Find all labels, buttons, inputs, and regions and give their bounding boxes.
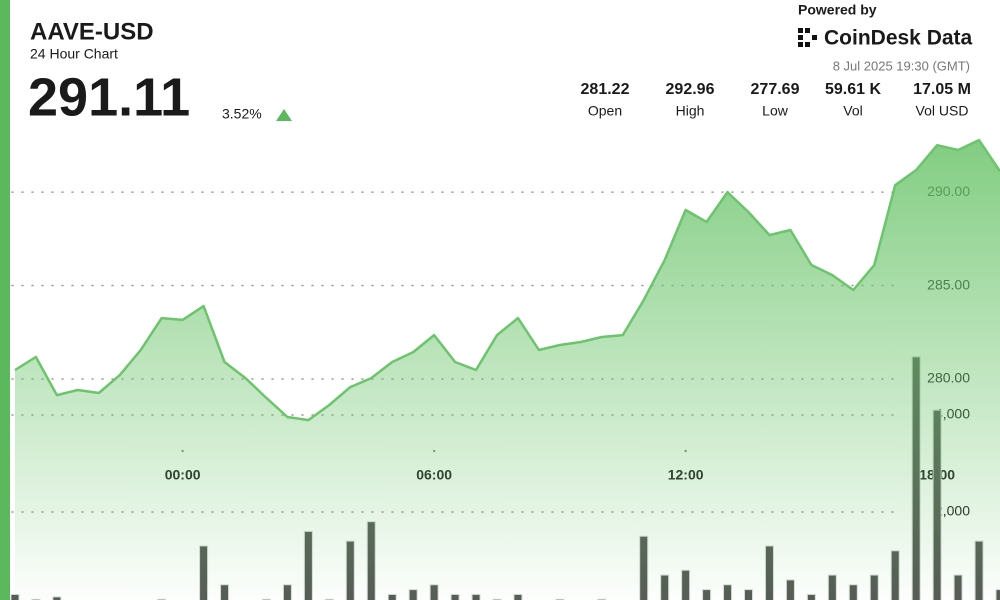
powered-by: Powered by	[798, 2, 877, 18]
volume-bar	[10, 593, 20, 600]
subtitle: 24 Hour Chart	[30, 46, 118, 62]
accent-bar	[0, 0, 10, 600]
stat-label: Vol USD	[916, 103, 969, 119]
stat-value: 59.61 K	[825, 81, 881, 98]
stat-label: Low	[762, 103, 789, 119]
price-area	[14, 140, 1000, 600]
stat-label: High	[676, 103, 705, 119]
price: 291.11	[28, 67, 190, 127]
stat-value: 292.96	[666, 81, 715, 98]
timestamp: 8 Jul 2025 19:30 (GMT)	[833, 58, 970, 73]
stat-value: 277.69	[751, 81, 800, 98]
up-arrow	[276, 109, 292, 121]
plot: 280.00285.00290.002,0004,00000:0006:0012…	[10, 138, 1000, 600]
change: 3.52%	[222, 106, 262, 122]
stat-label: Open	[588, 103, 622, 119]
stat-value: 281.22	[581, 81, 630, 98]
logo-icon	[798, 28, 817, 47]
price-line	[14, 138, 1000, 422]
stats: 281.22 Open 292.96 High 277.69 Low 59.61 K Vol 1…	[581, 81, 971, 118]
symbol: AAVE-USD	[30, 18, 154, 45]
stat-value: 17.05 M	[913, 81, 971, 98]
brand: CoinDesk Data	[824, 27, 973, 50]
stat-label: Vol	[843, 103, 862, 119]
